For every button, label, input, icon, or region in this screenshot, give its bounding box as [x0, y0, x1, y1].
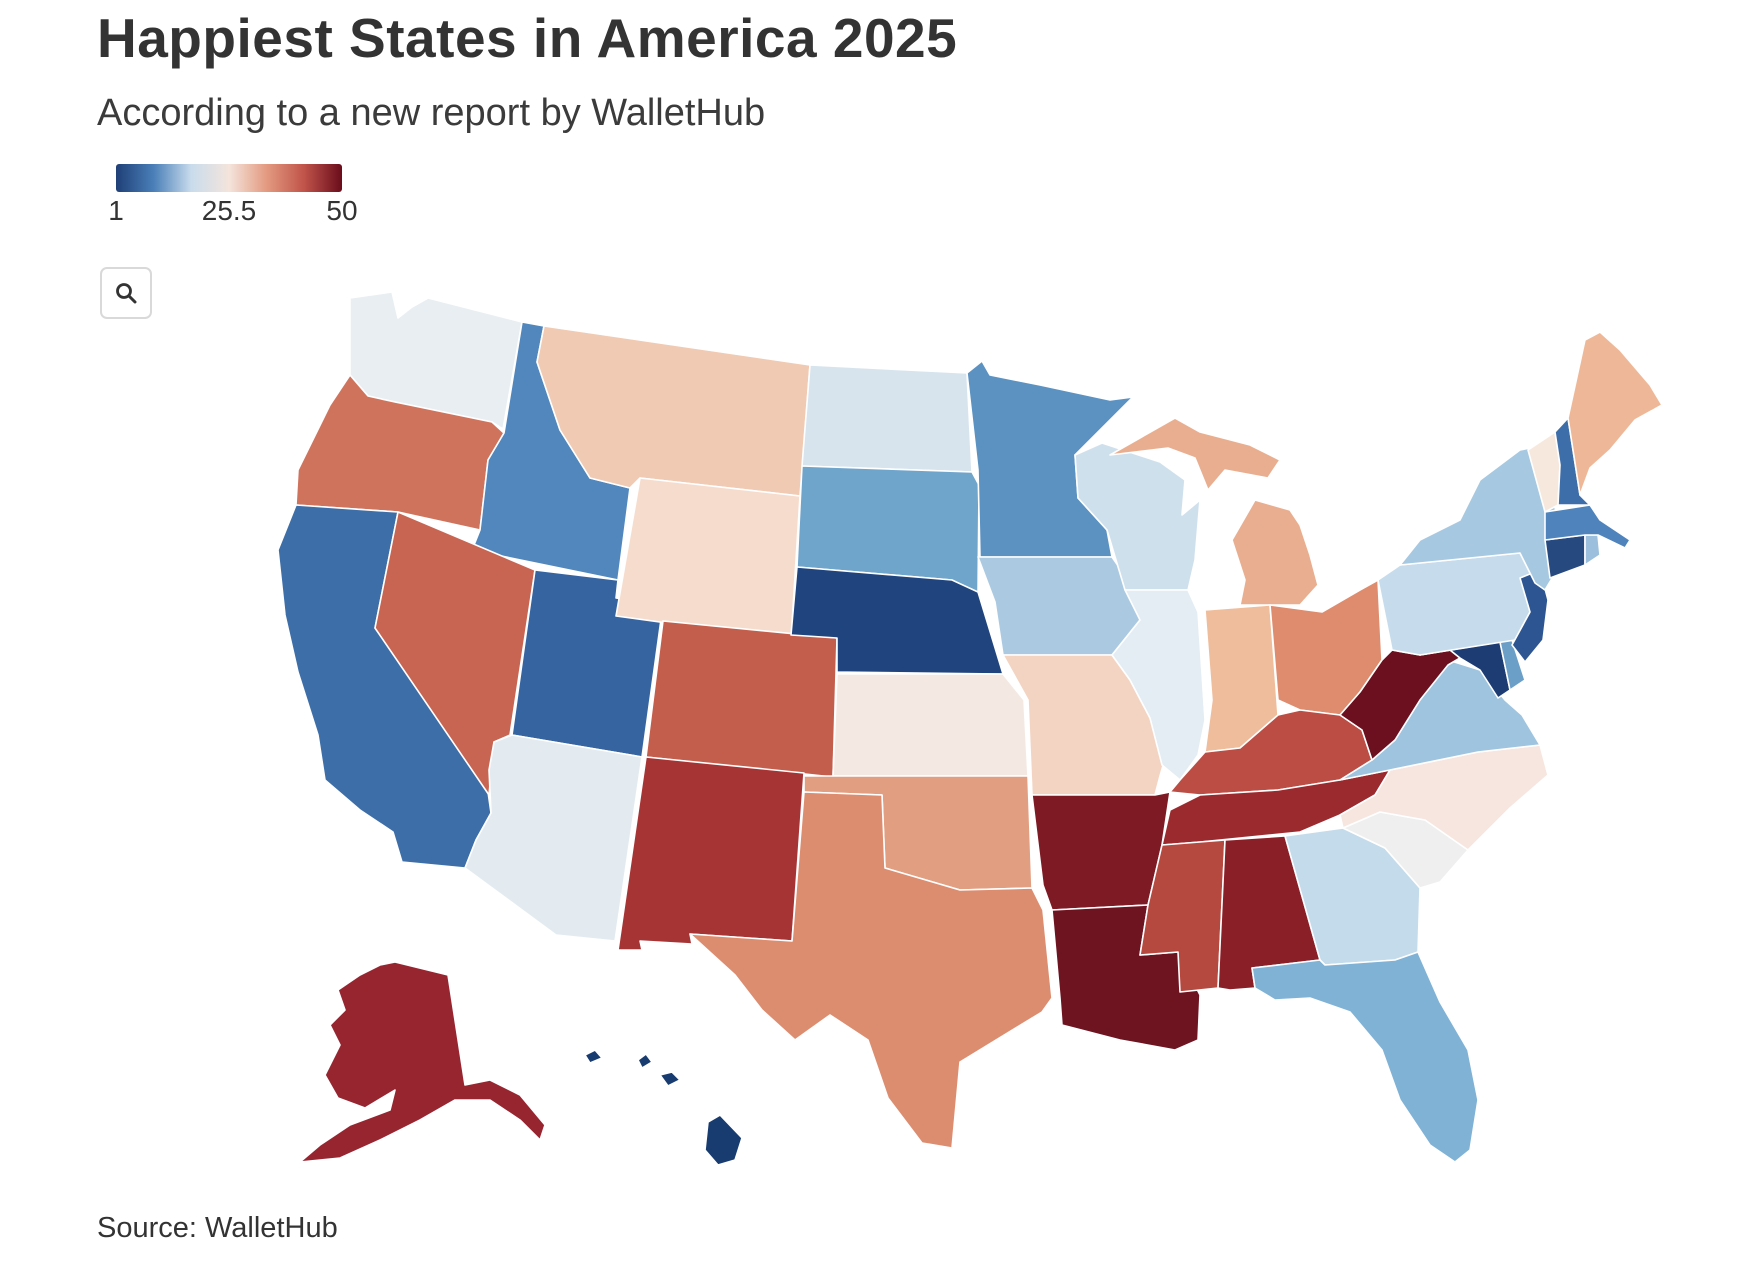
state-wisconsin[interactable] [1074, 442, 1201, 591]
state-colorado[interactable] [645, 620, 838, 778]
state-arkansas[interactable] [1031, 791, 1171, 911]
legend-max-label: 50 [326, 195, 358, 226]
state-kansas[interactable] [832, 673, 1029, 777]
state-florida[interactable] [1251, 951, 1479, 1163]
legend-gradient-bar [116, 164, 342, 192]
state-hawaii[interactable] [584, 1049, 743, 1166]
state-nebraska[interactable] [790, 566, 1004, 675]
color-legend: 1 25.5 50 [108, 161, 358, 233]
chart-title: Happiest States in America 2025 [97, 7, 958, 69]
state-arizona[interactable] [464, 734, 643, 942]
search-button[interactable] [100, 267, 152, 319]
source-note: Source: WalletHub [97, 1212, 338, 1244]
state-north-carolina[interactable] [1339, 744, 1549, 851]
state-massachusetts[interactable] [1544, 504, 1631, 549]
state-illinois[interactable] [1111, 589, 1206, 781]
state-alaska[interactable] [299, 961, 546, 1163]
state-new-mexico[interactable] [617, 756, 805, 951]
state-wyoming[interactable] [615, 477, 801, 641]
magnifier-icon [116, 283, 137, 304]
state-pennsylvania[interactable] [1377, 552, 1536, 656]
state-michigan[interactable] [1109, 417, 1319, 606]
state-connecticut[interactable] [1544, 534, 1586, 579]
legend-min-label: 1 [108, 195, 124, 226]
state-rhode-island[interactable] [1584, 534, 1601, 566]
state-north-dakota[interactable] [801, 364, 973, 473]
state-maine[interactable] [1567, 331, 1663, 496]
state-texas[interactable] [689, 791, 1053, 1149]
state-iowa[interactable] [977, 556, 1141, 656]
chart-subtitle: According to a new report by WalletHub [97, 92, 766, 134]
legend-mid-label: 25.5 [201, 195, 257, 226]
